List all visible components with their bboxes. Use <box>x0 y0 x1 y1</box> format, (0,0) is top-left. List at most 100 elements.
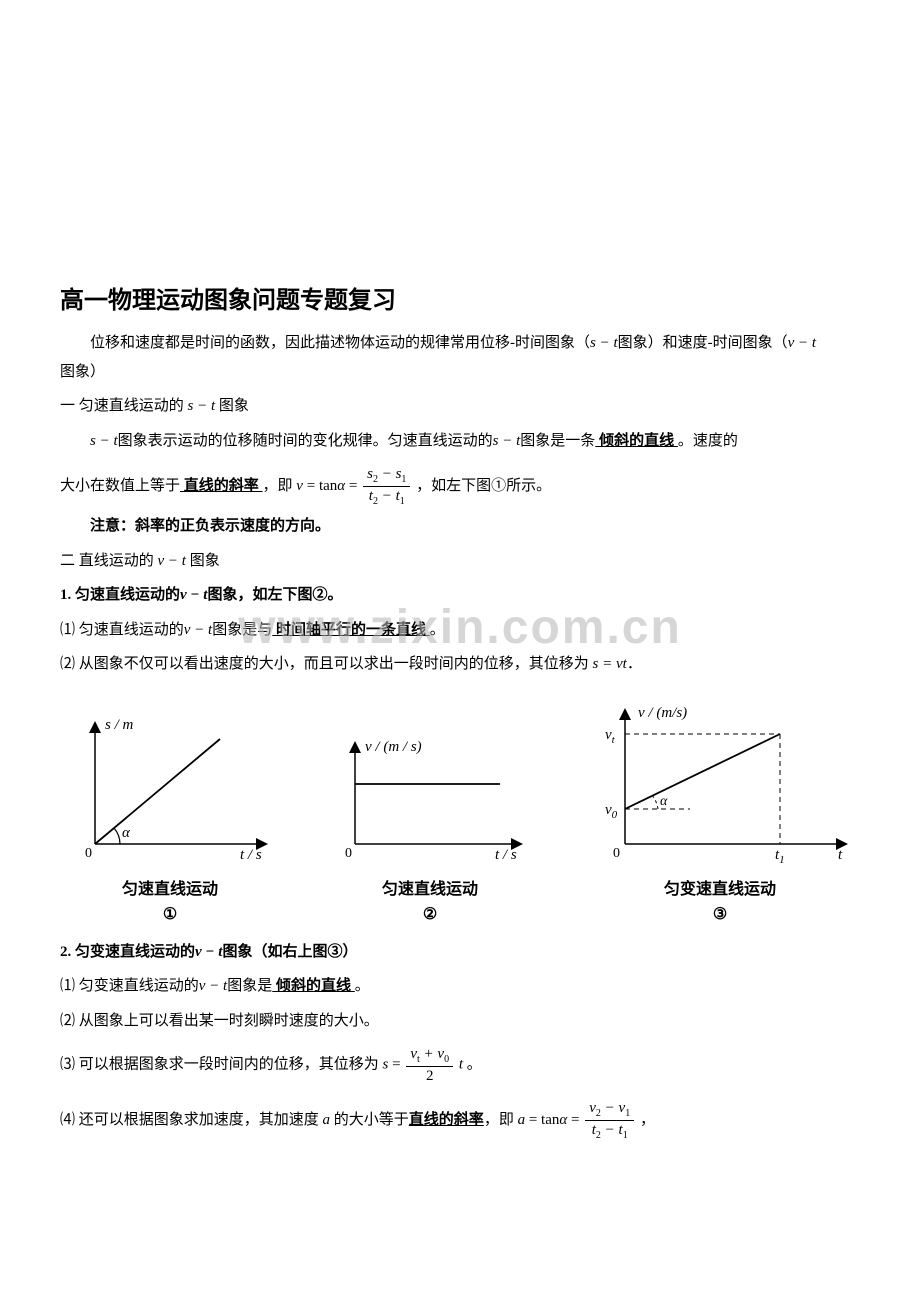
sec1-note: 注意：斜率的正负表示速度的方向。 <box>60 512 860 541</box>
i1-blank: 时间轴平行的一条直线 <box>272 622 430 638</box>
p1-b: 图象，如左下图②。 <box>207 587 342 603</box>
fraction-3: v2 − v1 t2 − t1 <box>585 1099 634 1142</box>
frac1-den: t2 − t1 <box>363 487 410 508</box>
d2-ylabel: v / (m / s) <box>365 739 422 755</box>
s3i1-c: 。 <box>355 978 370 994</box>
s3i4-a: 还可以根据图象求加速度，其加速度 <box>79 1112 319 1128</box>
i1-b: 图象是与 <box>212 622 272 638</box>
i2-a: 从图象不仅可以看出速度的大小，而且可以求出一段时间内的位移，其位移为 <box>79 656 589 672</box>
frac3-num: v2 − v1 <box>585 1099 634 1121</box>
eq-eq1: = <box>303 478 319 494</box>
svg-text:vt: vt <box>605 727 616 746</box>
fraction-2: vt + v0 2 <box>406 1045 453 1085</box>
d2-xlabel: t / s <box>495 847 517 863</box>
p2-b: 图象（如右上图③） <box>222 944 357 960</box>
sec1-prefix: 一 匀速直线运动的 <box>60 398 184 414</box>
sec1-line1: s − t图象表示运动的位移随时间的变化规律。匀速直线运动的s − t图象是一条… <box>60 427 860 456</box>
i1-a: 匀速直线运动的 <box>79 622 184 638</box>
sec1-l2a: 大小在数值上等于 <box>60 478 180 494</box>
intro-text: 位移和速度都是时间的函数，因此描述物体运动的规律常用位移-时间图象（ <box>90 335 590 351</box>
intro-paragraph: 位移和速度都是时间的函数，因此描述物体运动的规律常用位移-时间图象（s − t图… <box>60 329 860 386</box>
f2-plus: + <box>420 1046 438 1062</box>
diagram-3: α v / (m/s) t 0 vt v0 t1 匀变速直线运动 ③ <box>580 699 860 928</box>
i1-c: 。 <box>430 622 445 638</box>
s3i3-a: 可以根据图象求一段时间内的位移，其位移为 <box>79 1057 379 1073</box>
s3i4-a2: a <box>518 1112 526 1128</box>
eq-eq2: = <box>345 478 361 494</box>
d1-ylabel: s / m <box>105 717 134 733</box>
frac1-num: s2 − s1 <box>363 465 410 487</box>
sec1-blank2: 直线的斜率 <box>180 478 263 494</box>
intro-st: s − t <box>590 335 618 351</box>
p1-math: v − t <box>180 587 207 603</box>
d1-xlabel: t / s <box>240 847 262 863</box>
d3-vtsub: t <box>612 734 616 746</box>
i1-math: v − t <box>184 622 212 638</box>
page-title: 高一物理运动图象问题专题复习 <box>60 280 860 315</box>
p2-math: v − t <box>195 944 222 960</box>
i2-eq: s = vt <box>593 656 627 672</box>
f1-s1sub: 1 <box>401 474 406 485</box>
sec3-i3: ⑶ 可以根据图象求一段时间内的位移，其位移为 s = vt + v0 2 t 。 <box>60 1045 860 1085</box>
sec1-line2: 大小在数值上等于 直线的斜率 ，即 v = tanα = s2 − s1 t2 … <box>60 465 860 508</box>
sec2-i2: ⑵ 从图象不仅可以看出速度的大小，而且可以求出一段时间内的位移，其位移为 s =… <box>60 650 860 679</box>
svg-text:v0: v0 <box>605 802 618 821</box>
f1-t1sub: 1 <box>400 496 405 507</box>
d3-cap1: 匀变速直线运动 <box>664 877 776 903</box>
eq-tan: tan <box>319 478 337 494</box>
diagram-row: α s / m t / s 0 匀速直线运动 ① v / <box>60 699 860 928</box>
svg-text:t1: t1 <box>775 847 785 866</box>
sec1-math: s − t <box>188 398 216 414</box>
sec1-l2b: ，即 <box>263 478 293 494</box>
s3i4-blank: 直线的斜率 <box>409 1112 484 1128</box>
i1-num: ⑴ <box>60 622 75 638</box>
s3i1-b: 图象是 <box>227 978 272 994</box>
f3-t1sub: 1 <box>623 1130 628 1141</box>
frac3-den: t2 − t1 <box>585 1121 634 1142</box>
d3-xlabel: t <box>838 847 843 863</box>
diagram-1: α s / m t / s 0 匀速直线运动 ① <box>60 709 280 928</box>
eq-alpha: α <box>337 478 345 494</box>
f2-v0sub: 0 <box>444 1054 449 1065</box>
s3i4-num: ⑷ <box>60 1112 75 1128</box>
i2-num: ⑵ <box>60 656 75 672</box>
d1-cap2: ① <box>122 902 218 928</box>
page: www.zixin.com.cn 高一物理运动图象问题专题复习 位移和速度都是时… <box>0 0 920 1208</box>
frac2-den: 2 <box>406 1067 453 1085</box>
sec2-p1: 1. 匀速直线运动的v − t图象，如左下图②。 <box>60 581 860 610</box>
f3-minus: − <box>601 1100 619 1116</box>
d2-caption: 匀速直线运动 ② <box>382 877 478 928</box>
p2-num: 2. <box>60 944 71 960</box>
f3-v2: v <box>589 1100 596 1116</box>
s3i4-eq2: = <box>567 1112 583 1128</box>
s3i3-t: t <box>459 1057 463 1073</box>
s3i2-num: ⑵ <box>60 1013 75 1029</box>
sec1-blank1: 倾斜的直线 <box>595 433 678 449</box>
sec1-l1e: 。速度的 <box>678 433 738 449</box>
diagram-1-svg: α s / m t / s 0 <box>60 709 280 869</box>
diagram-2: v / (m / s) t / s 0 匀速直线运动 ② <box>325 729 535 928</box>
d3-caption: 匀变速直线运动 ③ <box>664 877 776 928</box>
d1-cap1: 匀速直线运动 <box>122 877 218 903</box>
d2-cap2: ② <box>382 902 478 928</box>
diagram-3-svg: α v / (m/s) t 0 vt v0 t1 <box>580 699 860 869</box>
sec1-suffix: 图象 <box>219 398 249 414</box>
s3i1-a: 匀变速直线运动的 <box>79 978 199 994</box>
sec2-prefix: 二 直线运动的 <box>60 553 154 569</box>
sec2-i1: ⑴ 匀速直线运动的v − t图象是与 时间轴平行的一条直线 。 <box>60 616 860 645</box>
sec1-l1d: 图象是一条 <box>520 433 595 449</box>
s3i2-a: 从图象上可以看出某一时刻瞬时速度的大小。 <box>79 1013 379 1029</box>
sec3-i4: ⑷ 还可以根据图象求加速度，其加速度 a 的大小等于直线的斜率，即 a = ta… <box>60 1099 860 1142</box>
p2-a: 匀变速直线运动的 <box>75 944 195 960</box>
sec3-p2: 2. 匀变速直线运动的v − t图象（如右上图③） <box>60 938 860 967</box>
d1-caption: 匀速直线运动 ① <box>122 877 218 928</box>
s3i4-c: ，即 <box>484 1112 514 1128</box>
f2-vt: v <box>410 1046 417 1062</box>
f3-v1sub: 1 <box>625 1108 630 1119</box>
p1-a: 匀速直线运动的 <box>75 587 180 603</box>
d1-alpha: α <box>122 825 131 841</box>
sec1-l1a: s − t <box>90 433 118 449</box>
sec1-l1c: s − t <box>493 433 521 449</box>
fraction-1: s2 − s1 t2 − t1 <box>363 465 410 508</box>
intro-mid: 图象）和速度-时间图象（ <box>618 335 788 351</box>
